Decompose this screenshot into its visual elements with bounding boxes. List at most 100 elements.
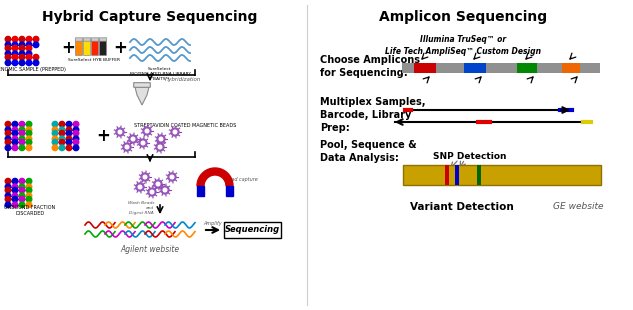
Circle shape: [26, 122, 32, 127]
Circle shape: [73, 140, 78, 145]
Circle shape: [60, 145, 65, 151]
Circle shape: [12, 178, 18, 184]
Circle shape: [66, 140, 72, 145]
Circle shape: [19, 197, 25, 202]
Circle shape: [60, 131, 65, 136]
Circle shape: [131, 137, 135, 141]
Circle shape: [19, 136, 25, 142]
Circle shape: [33, 36, 39, 42]
Circle shape: [73, 127, 78, 133]
Circle shape: [12, 184, 18, 190]
Text: Hybrid Capture Sequencing: Hybrid Capture Sequencing: [42, 10, 258, 24]
Text: STREPTAVIDIN COATED MAGNETIC BEADS: STREPTAVIDIN COATED MAGNETIC BEADS: [134, 123, 236, 128]
Circle shape: [52, 131, 58, 136]
Text: +: +: [61, 39, 75, 57]
Circle shape: [143, 175, 147, 179]
Text: SureSelect HYB BUFFER: SureSelect HYB BUFFER: [68, 58, 120, 62]
Circle shape: [125, 145, 128, 149]
Circle shape: [26, 54, 32, 60]
Circle shape: [5, 193, 11, 199]
Circle shape: [19, 36, 25, 42]
Circle shape: [5, 140, 11, 145]
Bar: [414, 63, 436, 73]
Circle shape: [66, 131, 72, 136]
Circle shape: [156, 182, 160, 186]
Circle shape: [26, 42, 32, 48]
Circle shape: [33, 54, 39, 60]
Bar: [402, 63, 600, 73]
Circle shape: [116, 128, 124, 136]
Circle shape: [150, 190, 154, 194]
Text: +: +: [113, 39, 127, 57]
Circle shape: [12, 140, 18, 145]
Circle shape: [26, 45, 32, 51]
Circle shape: [12, 193, 18, 199]
Circle shape: [5, 60, 11, 66]
Circle shape: [19, 178, 25, 184]
Text: Amplify: Amplify: [204, 221, 222, 226]
Circle shape: [19, 188, 25, 193]
Circle shape: [26, 202, 32, 208]
Circle shape: [26, 178, 32, 184]
Circle shape: [26, 136, 32, 142]
Polygon shape: [135, 87, 149, 105]
Circle shape: [158, 145, 162, 149]
Circle shape: [163, 188, 167, 192]
Circle shape: [148, 188, 156, 196]
Circle shape: [12, 145, 18, 151]
Circle shape: [73, 136, 78, 142]
Circle shape: [12, 197, 18, 202]
Circle shape: [168, 173, 176, 181]
Circle shape: [26, 184, 32, 190]
Circle shape: [19, 42, 25, 48]
Circle shape: [157, 135, 165, 143]
Circle shape: [154, 180, 162, 188]
Bar: [445, 165, 449, 185]
FancyBboxPatch shape: [84, 38, 91, 41]
FancyBboxPatch shape: [224, 222, 281, 238]
Circle shape: [5, 54, 11, 60]
Circle shape: [143, 127, 151, 135]
Circle shape: [19, 127, 25, 133]
Circle shape: [12, 122, 18, 127]
Circle shape: [5, 197, 11, 202]
Bar: [464, 63, 486, 73]
Circle shape: [12, 42, 18, 48]
Circle shape: [12, 136, 18, 142]
FancyBboxPatch shape: [92, 41, 99, 55]
Circle shape: [141, 173, 149, 181]
Circle shape: [5, 51, 11, 57]
FancyBboxPatch shape: [91, 38, 99, 41]
FancyBboxPatch shape: [75, 41, 82, 55]
Circle shape: [5, 178, 11, 184]
Text: Multiplex Samples,
Barcode, Library
Prep:: Multiplex Samples, Barcode, Library Prep…: [320, 97, 425, 133]
Circle shape: [19, 54, 25, 60]
Text: SureSelect
BIOTINYLATED RNA LIBRARY
"BAITS": SureSelect BIOTINYLATED RNA LIBRARY "BAI…: [130, 67, 191, 81]
Circle shape: [26, 51, 32, 57]
Circle shape: [19, 122, 25, 127]
Circle shape: [12, 188, 18, 193]
Circle shape: [5, 127, 11, 133]
Circle shape: [145, 129, 149, 133]
Text: +: +: [96, 127, 110, 145]
FancyBboxPatch shape: [134, 83, 150, 87]
Bar: [562, 63, 580, 73]
Text: GENOMIC SAMPLE (PREPPED): GENOMIC SAMPLE (PREPPED): [0, 67, 66, 72]
Circle shape: [19, 145, 25, 151]
Circle shape: [129, 135, 137, 143]
Circle shape: [12, 51, 18, 57]
Text: SNP Detection: SNP Detection: [433, 152, 507, 161]
Circle shape: [19, 140, 25, 145]
Circle shape: [5, 42, 11, 48]
Bar: [455, 165, 459, 185]
Circle shape: [26, 188, 32, 193]
Circle shape: [66, 122, 72, 127]
Bar: [226, 186, 233, 196]
Text: Agilent website: Agilent website: [120, 246, 180, 255]
Text: Wash Beads
and
Digest RNA: Wash Beads and Digest RNA: [127, 202, 154, 215]
Circle shape: [12, 54, 18, 60]
Circle shape: [12, 45, 18, 51]
Circle shape: [66, 127, 72, 133]
Circle shape: [60, 122, 65, 127]
Circle shape: [5, 202, 11, 208]
